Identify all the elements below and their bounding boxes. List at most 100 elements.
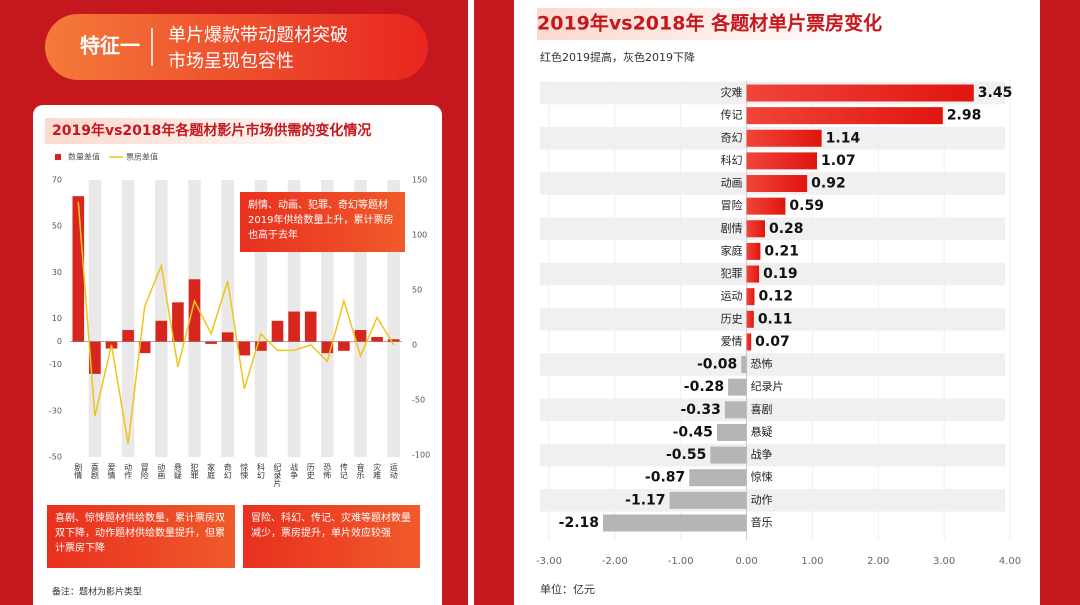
row-bg [540,489,1005,512]
y2-tick-label: -100 [412,450,430,459]
category-label: 历史 [721,312,743,325]
banner [45,14,428,80]
bar [371,336,383,342]
x-tick-label: 剧情 [74,463,83,480]
value-label: -0.55 [666,447,706,463]
y-tick-label: 50 [52,222,62,231]
x-tick-label: 1.00 [801,556,823,567]
annotation: 剧情、动画、犯罪、奇幻等题材2019年供给数量上升，累计票房也高于去年 [240,192,405,252]
x-tick-label: 奇幻 [223,462,232,480]
y-tick-label: 30 [52,268,62,277]
value-label: -0.33 [680,402,720,418]
legend-label: 票房差值 [126,152,158,162]
bar [746,152,818,170]
x-tick-label: 0.00 [735,556,757,567]
x-tick-label: 3.00 [933,556,955,567]
bar [724,401,747,419]
value-label: -2.18 [559,515,599,531]
subtitle: 红色2019提高，灰色2019下降 [540,50,695,64]
x-tick-label: 传记 [339,462,348,479]
value-label: -0.28 [684,379,724,395]
value-label: -0.45 [673,424,713,440]
bar [710,446,747,464]
value-label: 1.07 [821,153,856,169]
x-tick-label: 4.00 [999,556,1021,567]
value-label: -0.08 [697,357,737,373]
bar [304,311,317,342]
category-label: 科幻 [721,153,743,167]
x-tick-label: 犯罪 [190,462,199,480]
category-label: 爱情 [721,335,743,348]
bar [338,341,350,351]
x-tick-label: -1.00 [668,556,694,567]
chart-title: 2019年vs2018年各题材影片市场供需的变化情况 [52,122,371,139]
chart-title: 2019年vs2018年 各题材单片票房变化 [537,12,882,35]
bar [689,469,747,487]
bar [122,330,134,342]
category-label: 纪录片 [751,380,784,393]
y-tick-label: 70 [52,176,62,185]
row-bg [540,398,1005,422]
value-label: 0.28 [769,221,804,237]
category-label: 灾难 [721,85,743,99]
y2-tick-label: 0 [412,340,417,349]
x-tick-label: 运动 [389,463,398,480]
bar [746,197,786,215]
category-label: 奇幻 [721,131,743,144]
row-bg [540,307,1005,331]
bar [746,107,943,125]
value-label: 0.12 [758,289,793,305]
y2-tick-label: -50 [412,395,425,404]
category-label: 恐怖 [751,357,773,371]
bar [728,378,747,396]
category-label: 动作 [751,493,773,506]
band-bg [155,180,168,457]
x-tick-label: 2.00 [867,556,889,567]
bar [746,265,760,283]
bar [221,332,234,342]
x-tick-label: 惊悚 [240,462,249,480]
x-tick-label: 喜剧 [90,462,99,479]
unit: 单位：亿元 [540,582,595,596]
x-tick-label: 冒险 [140,463,149,480]
bar [746,310,754,328]
category-label: 冒险 [721,198,743,212]
x-tick-label: 历史 [306,463,315,480]
bar [155,320,168,342]
x-tick-label: 灾难 [373,462,382,480]
row-bg [540,262,1005,286]
x-tick-label: 科幻 [256,462,265,480]
bar [354,330,367,342]
line [77,201,395,444]
y2-tick-label: 100 [412,230,427,239]
bar [288,311,300,342]
bar [172,302,184,342]
bar [255,341,267,351]
bar [238,341,251,356]
value-label: 0.19 [763,266,798,282]
value-label: 1.14 [826,130,861,146]
bar [321,341,334,354]
y2-tick-label: 150 [412,176,427,185]
bar [746,84,974,102]
category-label: 动画 [721,177,743,190]
right-edge [474,0,514,605]
bar [746,333,752,351]
y-tick-label: 0 [57,337,62,346]
value-label: 0.07 [755,334,790,350]
value-label: -0.87 [645,470,685,486]
category-label: 家庭 [721,243,743,257]
note: 备注：题材为影片类型 [52,586,142,598]
value-label: 2.98 [947,108,982,124]
bar [138,341,151,354]
value-label: 3.45 [978,85,1013,101]
band-bg [121,180,135,457]
x-tick-label: 恐怖 [323,463,332,480]
banner-line: 市场呈现包容性 [168,51,294,72]
right-edge [1040,0,1080,605]
category-label: 音乐 [751,515,773,529]
x-tick-label: 战争 [290,462,299,480]
bar [72,196,85,342]
